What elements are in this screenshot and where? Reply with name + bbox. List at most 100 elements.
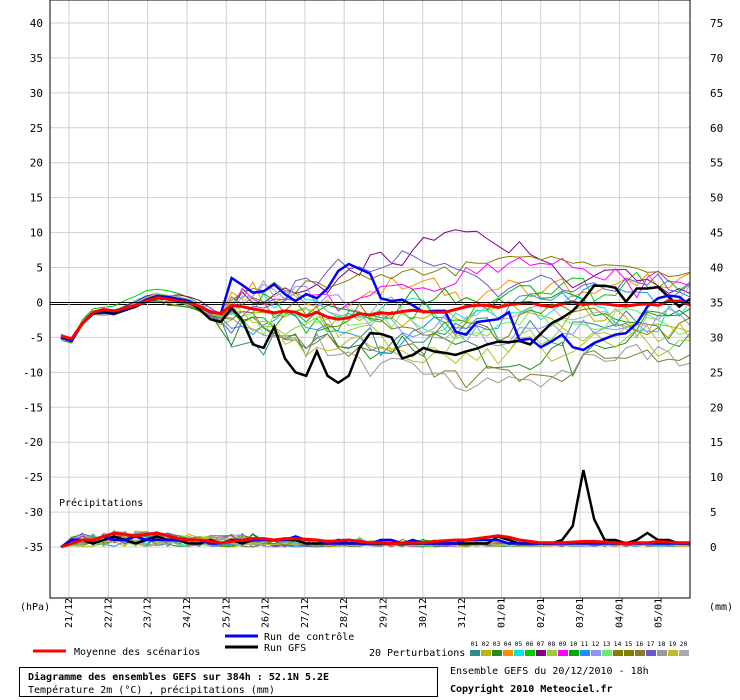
perturbation-id-19: 19 <box>669 640 677 648</box>
perturbation-id-07: 07 <box>537 640 545 648</box>
left-axis-ticks: 40 35 30 25 20 15 10 5 0 -5 -10 -15 -20 -25 -30 -35 <box>23 17 43 554</box>
perturbation-id-09: 09 <box>559 640 567 648</box>
run-info: Ensemble GEFS du 20/12/2010 - 18h <box>450 666 649 677</box>
right-tick-label: 55 <box>710 157 723 170</box>
left-tick-label: -15 <box>23 401 43 414</box>
perturbation-swatch-01 <box>470 650 480 656</box>
date-label: 01/01 <box>496 598 507 628</box>
chart-title-box: Diagramme des ensembles GEFS sur 384h : … <box>19 667 438 697</box>
date-label: 24/12 <box>182 598 193 628</box>
left-tick-label: -25 <box>23 471 43 484</box>
legend: Moyenne des scénarios Run de contrôle Ru… <box>33 631 689 659</box>
left-tick-label: 30 <box>30 87 43 100</box>
perturbation-id-14: 14 <box>614 640 622 648</box>
perturbation-swatch-13 <box>602 650 612 656</box>
left-tick-label: 25 <box>30 122 43 135</box>
right-tick-label: 30 <box>710 331 723 344</box>
left-tick-label: 20 <box>30 157 43 170</box>
right-tick-label: 5 <box>710 506 717 519</box>
date-label: 31/12 <box>457 598 468 628</box>
perturbation-swatch-18 <box>657 650 667 656</box>
left-tick-label: -35 <box>23 541 43 554</box>
right-tick-label: 20 <box>710 401 723 414</box>
left-tick-label: 0 <box>36 296 43 309</box>
right-tick-label: 65 <box>710 87 723 100</box>
perturbation-swatch-09 <box>558 650 568 656</box>
chart-title: Diagramme des ensembles GEFS sur 384h : … <box>28 672 330 683</box>
temp-line-19 <box>60 292 691 365</box>
legend-perturbations-label: 20 Perturbations <box>369 648 465 659</box>
perturbation-id-02: 02 <box>482 640 490 648</box>
left-tick-label: 40 <box>30 17 43 30</box>
perturbation-swatch-07 <box>536 650 546 656</box>
perturbation-swatch-17 <box>646 650 656 656</box>
perturbation-id-13: 13 <box>603 640 611 648</box>
date-label: 28/12 <box>339 598 350 628</box>
temperature-lines <box>60 229 691 392</box>
legend-gfs-label: Run GFS <box>264 643 306 654</box>
right-tick-label: 15 <box>710 436 723 449</box>
left-tick-label: 15 <box>30 192 43 205</box>
perturbation-swatches: 01 02 03 04 05 06 07 08 09 10 11 12 13 14 15 16 17 18 19 20 <box>470 640 689 656</box>
plot-frame <box>49 0 691 599</box>
perturbation-swatch-02 <box>481 650 491 656</box>
left-tick-label: -30 <box>23 506 43 519</box>
right-tick-label: 35 <box>710 296 723 309</box>
copyright: Copyright 2010 Meteociel.fr <box>450 684 613 695</box>
left-tick-label: 5 <box>36 262 43 275</box>
date-axis-labels: 21/12 22/12 23/12 24/12 25/12 26/12 27/12 28/12… <box>64 598 665 628</box>
perturbation-id-18: 18 <box>658 640 666 648</box>
date-label: 05/01 <box>654 598 665 628</box>
date-label: 29/12 <box>379 598 390 628</box>
perturbation-id-05: 05 <box>515 640 523 648</box>
perturbation-id-20: 20 <box>680 640 688 648</box>
left-tick-label: -10 <box>23 366 43 379</box>
perturbation-swatch-19 <box>668 650 678 656</box>
perturbation-id-06: 06 <box>526 640 534 648</box>
date-label: 23/12 <box>143 598 154 628</box>
right-tick-label: 10 <box>710 471 723 484</box>
right-tick-label: 50 <box>710 192 723 205</box>
perturbation-id-12: 12 <box>592 640 600 648</box>
legend-mean-label: Moyenne des scénarios <box>74 646 200 658</box>
date-label: 26/12 <box>261 598 272 628</box>
perturbation-swatch-03 <box>492 650 502 656</box>
chart-subtitle: Température 2m (°C) , précipitations (mm… <box>28 685 275 696</box>
date-label: 02/01 <box>536 598 547 628</box>
date-label: 27/12 <box>300 598 311 628</box>
perturbation-swatch-20 <box>679 650 689 656</box>
perturbation-id-16: 16 <box>636 640 644 648</box>
date-label: 25/12 <box>221 598 232 628</box>
date-label: 04/01 <box>614 598 625 628</box>
left-axis-unit: (hPa) <box>20 602 50 613</box>
perturbation-id-10: 10 <box>570 640 578 648</box>
date-label: 30/12 <box>418 598 429 628</box>
right-axis-unit: (mm) <box>709 602 733 613</box>
perturbation-swatch-16 <box>635 650 645 656</box>
perturbation-swatch-10 <box>569 650 579 656</box>
right-tick-label: 0 <box>710 541 717 554</box>
date-label: 21/12 <box>64 598 75 628</box>
right-tick-label: 45 <box>710 227 723 240</box>
perturbation-id-11: 11 <box>581 640 589 648</box>
legend-control-label: Run de contrôle <box>264 631 354 643</box>
right-tick-label: 75 <box>710 17 723 30</box>
perturbation-id-17: 17 <box>647 640 655 648</box>
temp-line-mean <box>60 296 691 341</box>
perturbation-id-03: 03 <box>493 640 501 648</box>
perturbation-swatch-15 <box>624 650 634 656</box>
left-tick-label: 35 <box>30 52 43 65</box>
right-tick-label: 60 <box>710 122 723 135</box>
perturbation-swatch-14 <box>613 650 623 656</box>
temp-line-03 <box>60 299 691 378</box>
temp-line-control <box>60 262 691 352</box>
precipitation-label: Précipitations <box>59 497 143 509</box>
perturbation-swatch-06 <box>525 650 535 656</box>
date-label: 22/12 <box>103 598 114 628</box>
right-tick-label: 70 <box>710 52 723 65</box>
left-tick-label: -5 <box>30 331 43 344</box>
perturbation-swatch-05 <box>514 650 524 656</box>
perturbation-swatch-12 <box>591 650 601 656</box>
